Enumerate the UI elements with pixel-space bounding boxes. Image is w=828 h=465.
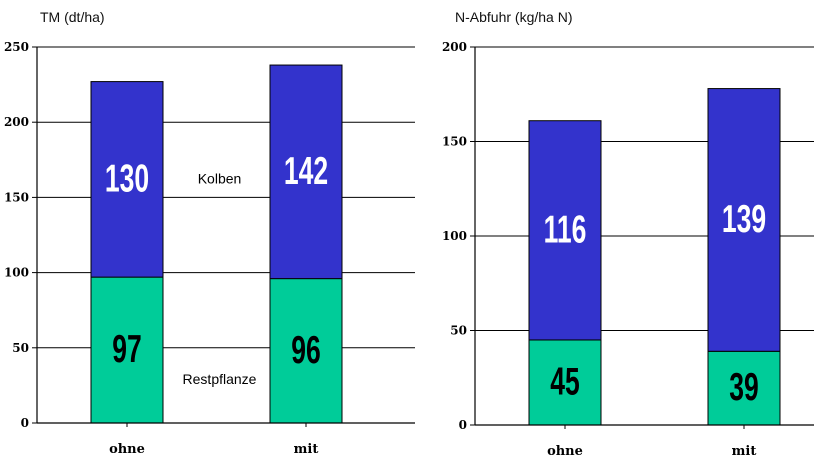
bar-upper <box>90 81 164 278</box>
data-label: 97 <box>112 328 141 371</box>
bar-lower <box>90 276 164 424</box>
y-tick-label: 50 <box>12 341 29 355</box>
y-tick-label: 150 <box>4 190 29 204</box>
chart-n-abfuhr: N-Abfuhr (kg/ha N) 0 50 100 150 200 45 116 ohne 3… <box>442 9 814 459</box>
series-annotation: Kolben <box>198 170 242 186</box>
x-tick-label: ohne <box>109 442 145 457</box>
y-axis-label: TM (dt/ha) <box>40 9 105 25</box>
y-tick-label: 200 <box>4 115 29 129</box>
bar-lower <box>707 350 781 426</box>
y-axis-label: N-Abfuhr (kg/ha N) <box>455 9 572 25</box>
y-tick-label: 50 <box>450 324 467 338</box>
series-annotation: Restpflanze <box>183 371 257 387</box>
data-label: 39 <box>729 366 758 409</box>
y-tick-label: 0 <box>459 418 467 432</box>
data-label: 45 <box>550 361 579 404</box>
data-label: 142 <box>284 150 328 193</box>
data-label: 116 <box>544 208 587 251</box>
bar-upper <box>528 120 602 341</box>
y-tick-label: 0 <box>21 416 29 430</box>
x-tick-label: mit <box>294 442 319 457</box>
chart-tm: TM (dt/ha) 0 50 100 150 200 250 97 130 ohne 96 142 m… <box>4 9 415 457</box>
data-label: 96 <box>291 329 320 372</box>
x-tick-label: mit <box>732 444 757 459</box>
y-tick-label: 100 <box>4 266 29 280</box>
x-tick-label: ohne <box>547 444 583 459</box>
data-label: 130 <box>105 157 149 200</box>
bar-upper <box>269 64 343 280</box>
data-label: 139 <box>722 198 766 241</box>
y-tick-label: 200 <box>442 40 467 54</box>
bar-upper <box>707 88 781 352</box>
y-tick-label: 150 <box>442 135 467 149</box>
y-tick-label: 100 <box>442 229 467 243</box>
y-tick-label: 250 <box>4 40 29 54</box>
bar-lower <box>528 339 602 426</box>
